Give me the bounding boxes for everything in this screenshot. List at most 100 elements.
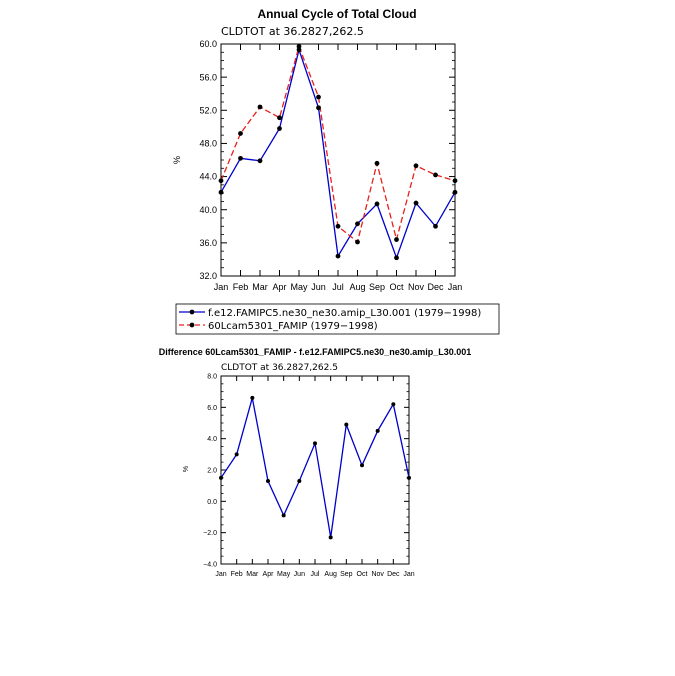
chart-1-xtick-label: Dec — [427, 282, 444, 292]
chart-2-xtick-label: Sep — [340, 571, 353, 578]
chart-1-title: Annual Cycle of Total Cloud — [257, 7, 416, 21]
legend-box — [175, 303, 500, 335]
chart-1-series-2-line — [220, 44, 456, 244]
chart-1-ytick-label: 32.0 — [199, 271, 217, 281]
chart-1-xtick-label: Feb — [233, 282, 249, 292]
legend: f.e12.FAMIPC5.ne30_ne30.amip_L30.001 (19… — [175, 303, 500, 335]
chart-2-xtick-label: Oct — [357, 571, 368, 578]
chart-1-series-2-point — [296, 44, 302, 49]
chart-2-series-1-point — [234, 452, 239, 457]
chart-1-series-1-point — [238, 155, 243, 161]
chart-1-series-2-point — [257, 104, 263, 110]
chart-1-ytick-label: 40.0 — [199, 205, 217, 215]
chart-1-series-2-point — [413, 163, 419, 169]
chart-1-xtick-label: Jun — [311, 282, 326, 292]
chart-2-series-1-point — [360, 463, 364, 468]
chart-1-ytick-label: 56.0 — [199, 72, 217, 82]
chart-1-series-2-point — [218, 178, 224, 184]
chart-1-series-2-point — [238, 131, 243, 136]
legend-marker-series-1 — [189, 309, 195, 315]
chart-1-series-1-point — [413, 200, 419, 206]
chart-2-xtick-label: May — [277, 571, 291, 578]
chart-2-series-1-point — [407, 475, 411, 480]
chart-1-series-2-point — [355, 239, 360, 245]
chart-1-series-1-point — [452, 189, 458, 195]
chart-1-series-1-point — [296, 47, 302, 53]
chart-2-ytick-label: 4.0 — [207, 436, 217, 443]
chart-1-xtick-label: Jan — [214, 282, 229, 292]
chart-1-series-2-point — [433, 172, 438, 178]
chart-2-series-1-point — [219, 475, 223, 480]
chart-2-subtitle: CLDTOT at 36.2827,262.5 — [221, 363, 338, 373]
chart-2-xtick-label: Jan — [215, 571, 226, 578]
chart-2-ytick-label: 2.0 — [207, 467, 217, 474]
chart-1-series-1-point — [355, 221, 360, 227]
chart-2-ytick-label: 0.0 — [207, 499, 217, 506]
chart-2-ytick-label: −2.0 — [203, 530, 217, 537]
chart-2-series-1-point — [375, 428, 380, 433]
chart-1-series-1-point — [316, 105, 321, 111]
chart-1-series-2-point — [394, 237, 399, 242]
chart-1-ytick-label: 36.0 — [199, 238, 217, 248]
chart-2-series — [219, 395, 411, 540]
legend-label-series-1: f.e12.FAMIPC5.ne30_ne30.amip_L30.001 (19… — [208, 308, 481, 319]
chart-2: Difference 60Lcam5301_FAMIP - f.e12.FAMI… — [159, 347, 472, 578]
chart-1-ytick-label: 60.0 — [199, 39, 217, 49]
chart-2-series-1-point — [344, 422, 349, 427]
chart-2-xtick-label: Jan — [403, 571, 414, 578]
chart-1-ytick-label: 44.0 — [199, 172, 217, 182]
chart-1-ytick-label: 48.0 — [199, 139, 217, 149]
chart-2-series-1-point — [391, 402, 396, 407]
legend-marker-series-2 — [189, 322, 195, 328]
chart-1-xtick-label: Apr — [272, 282, 286, 292]
chart-1-xtick-label: Oct — [389, 282, 404, 292]
chart-1-series-1-point — [374, 201, 380, 207]
chart-1-series-2-point — [277, 115, 282, 121]
chart-2-ytick-label: 6.0 — [207, 405, 217, 412]
chart-1-series-2-point — [374, 160, 380, 166]
chart-2-series-1-point — [281, 513, 286, 518]
chart-1: Annual Cycle of Total Cloud CLDTOT at 36… — [172, 7, 462, 292]
chart-1-series — [218, 44, 458, 261]
chart-1-xtick-label: Sep — [369, 282, 385, 292]
chart-1-series-1-point — [394, 255, 399, 261]
chart-1-ytick-label: 52.0 — [199, 105, 217, 115]
chart-2-series-1-point — [313, 441, 317, 446]
chart-2-xtick-label: Nov — [371, 571, 384, 578]
chart-1-series-1-point — [257, 158, 263, 164]
chart-1-xtick-label: May — [290, 282, 308, 292]
chart-2-series-1-line — [220, 397, 410, 538]
chart-1-series-2-point — [316, 94, 321, 100]
chart-2-series-1-point — [297, 478, 302, 483]
chart-1-xtick-label: Jul — [332, 282, 344, 292]
chart-2-xtick-label: Apr — [263, 571, 275, 578]
chart-2-ytick-label: −4.0 — [203, 561, 217, 568]
chart-2-xtick-label: Dec — [387, 571, 400, 578]
chart-1-xtick-label: Jan — [448, 282, 463, 292]
chart-2-xtick-label: Jun — [294, 571, 305, 578]
chart-1-series-1-point — [218, 189, 224, 195]
chart-1-series-1-point — [433, 223, 438, 229]
chart-2-ytick-label: 8.0 — [207, 373, 217, 380]
chart-2-series-1-point — [266, 478, 270, 483]
chart-1-series-1-point — [277, 126, 282, 131]
chart-2-series-1-point — [250, 395, 255, 400]
legend-label-series-2: 60Lcam5301_FAMIP (1979−1998) — [208, 321, 378, 332]
chart-2-plot-frame — [220, 375, 410, 565]
chart-2-xtick-label: Mar — [246, 571, 259, 578]
chart-1-series-2-point — [335, 223, 341, 229]
chart-1-xtick-label: Nov — [408, 282, 425, 292]
chart-1-xtick-label: Mar — [252, 282, 268, 292]
chart-2-xtick-label: Aug — [324, 571, 337, 578]
chart-1-xtick-label: Aug — [349, 282, 365, 292]
chart-2-title: Difference 60Lcam5301_FAMIP - f.e12.FAMI… — [159, 347, 472, 357]
chart-1-series-1-point — [335, 253, 341, 259]
chart-2-ylabel: % — [183, 466, 190, 472]
chart-2-series-1-point — [328, 535, 333, 540]
chart-1-series-2-point — [452, 178, 458, 184]
chart-1-subtitle: CLDTOT at 36.2827,262.5 — [221, 25, 364, 38]
chart-2-xtick-label: Jul — [311, 571, 320, 578]
